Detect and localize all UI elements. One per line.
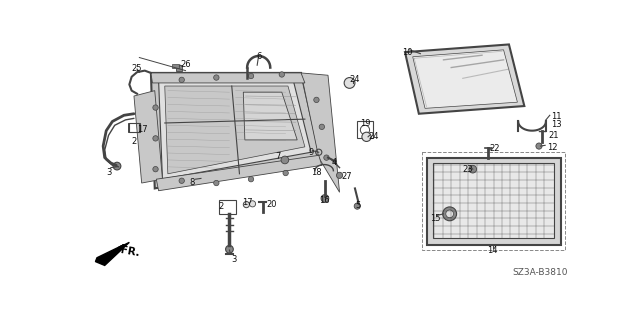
Polygon shape <box>134 91 163 183</box>
Circle shape <box>225 245 234 253</box>
Text: 3: 3 <box>231 256 236 264</box>
Text: 2: 2 <box>219 202 224 211</box>
Text: 11: 11 <box>551 112 562 121</box>
Circle shape <box>214 180 219 186</box>
Circle shape <box>443 207 456 221</box>
Polygon shape <box>405 44 524 114</box>
Circle shape <box>153 136 158 141</box>
Circle shape <box>362 132 371 141</box>
Circle shape <box>446 210 454 218</box>
Text: 9: 9 <box>308 148 314 157</box>
Circle shape <box>344 78 355 88</box>
Text: 3: 3 <box>106 168 111 177</box>
Circle shape <box>536 143 542 149</box>
Text: 17: 17 <box>242 198 252 207</box>
Text: 25: 25 <box>132 64 142 73</box>
Text: 23: 23 <box>462 165 472 174</box>
Text: 12: 12 <box>547 143 558 152</box>
Text: 26: 26 <box>180 60 191 69</box>
Text: 4: 4 <box>332 158 337 167</box>
Text: 17: 17 <box>137 124 148 134</box>
Polygon shape <box>413 50 517 108</box>
Text: 22: 22 <box>490 144 500 153</box>
Polygon shape <box>164 86 305 174</box>
Polygon shape <box>151 73 320 189</box>
Text: 8: 8 <box>189 178 195 188</box>
Polygon shape <box>151 73 305 83</box>
Circle shape <box>179 178 184 183</box>
Polygon shape <box>427 158 561 245</box>
Circle shape <box>321 195 329 202</box>
Polygon shape <box>433 163 554 239</box>
Text: 7: 7 <box>276 152 281 161</box>
Text: 20: 20 <box>266 200 277 209</box>
Circle shape <box>179 77 184 83</box>
Circle shape <box>354 203 360 209</box>
Bar <box>172 64 179 68</box>
Text: 24: 24 <box>368 132 378 141</box>
Circle shape <box>153 167 158 172</box>
Circle shape <box>314 97 319 103</box>
Polygon shape <box>243 92 297 140</box>
Circle shape <box>113 162 121 170</box>
Circle shape <box>248 176 253 182</box>
Circle shape <box>283 170 289 176</box>
Text: 5: 5 <box>355 201 360 210</box>
Circle shape <box>324 155 329 160</box>
Text: 6: 6 <box>257 52 262 61</box>
Circle shape <box>243 202 250 208</box>
Text: 16: 16 <box>319 196 330 205</box>
Circle shape <box>337 172 342 178</box>
Text: 2: 2 <box>132 137 137 146</box>
Text: 27: 27 <box>342 172 353 181</box>
Text: 24: 24 <box>349 75 360 84</box>
Text: 18: 18 <box>311 168 322 177</box>
Circle shape <box>214 75 219 80</box>
Text: 10: 10 <box>402 48 412 56</box>
Bar <box>219 200 236 214</box>
Polygon shape <box>301 73 340 192</box>
Circle shape <box>319 124 324 130</box>
Text: 15: 15 <box>429 214 440 223</box>
Text: 19: 19 <box>360 119 371 128</box>
Circle shape <box>469 165 477 173</box>
Text: 21: 21 <box>548 131 559 140</box>
Bar <box>357 122 372 138</box>
Polygon shape <box>159 81 311 179</box>
Circle shape <box>248 73 253 79</box>
Bar <box>129 123 140 132</box>
Text: SZ3A-B3810: SZ3A-B3810 <box>513 268 568 277</box>
Text: 14: 14 <box>488 246 498 255</box>
Polygon shape <box>95 242 129 265</box>
Circle shape <box>250 201 255 207</box>
Text: FR.: FR. <box>120 245 141 258</box>
Bar <box>128 123 139 132</box>
Text: 13: 13 <box>551 120 562 129</box>
Circle shape <box>153 105 158 110</box>
Bar <box>175 65 182 70</box>
Polygon shape <box>156 155 322 191</box>
Circle shape <box>281 156 289 164</box>
Circle shape <box>279 72 285 77</box>
